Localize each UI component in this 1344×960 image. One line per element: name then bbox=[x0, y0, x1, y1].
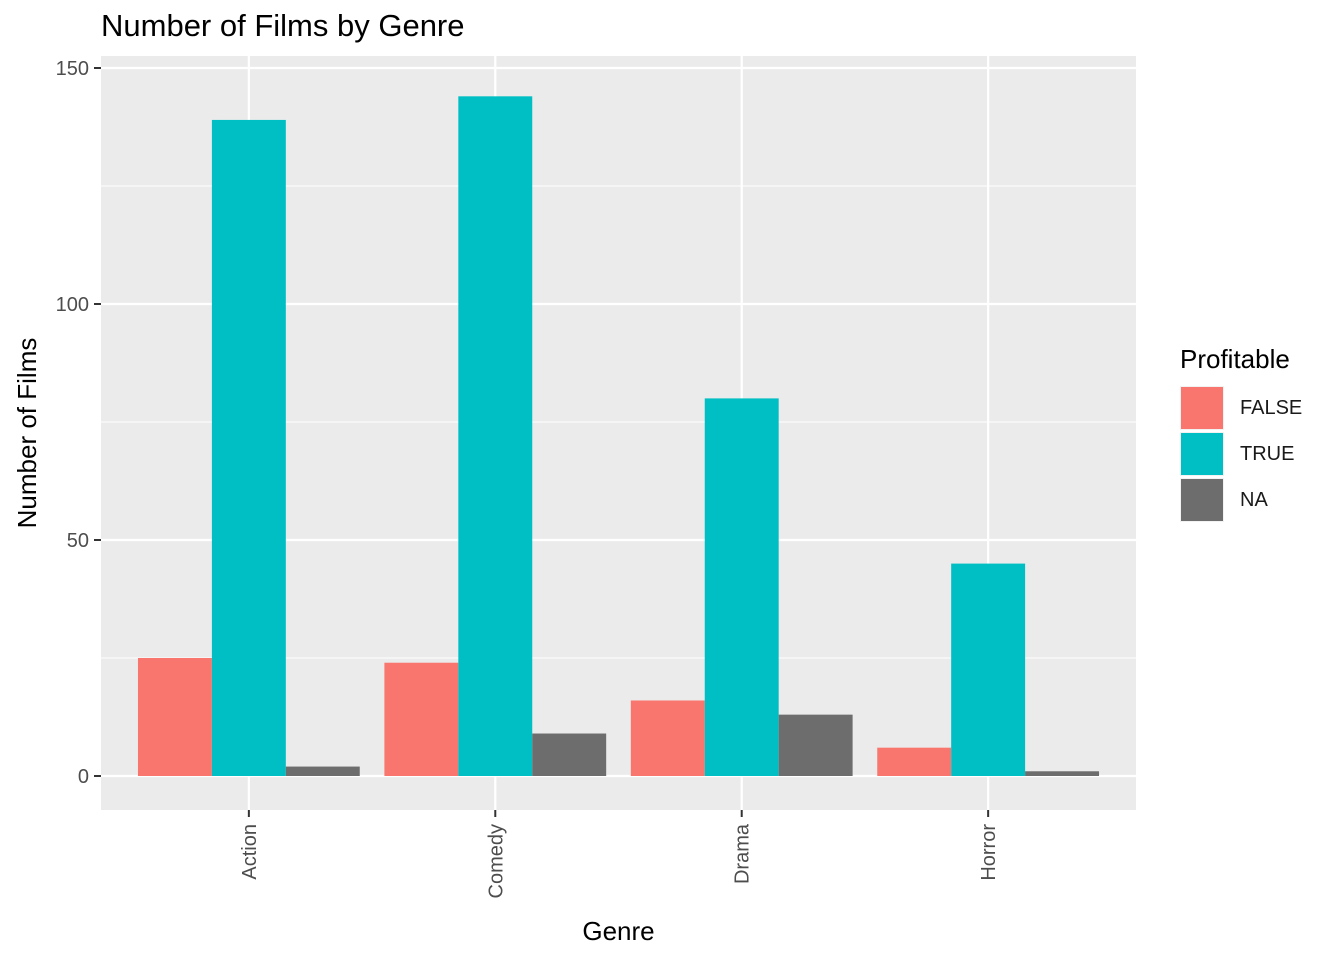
x-tick-label-comedy: Comedy bbox=[485, 824, 507, 898]
bar-comedy-true bbox=[458, 96, 533, 776]
bar-action-false bbox=[137, 658, 212, 776]
bar-horror-na bbox=[1025, 771, 1100, 776]
x-axis-title: Genre bbox=[582, 916, 654, 946]
legend-item-false: FALSE bbox=[1180, 385, 1302, 431]
legend-label-true: TRUE bbox=[1240, 442, 1295, 465]
legend-item-na: NA bbox=[1180, 477, 1302, 523]
legend-item-true: TRUE bbox=[1180, 431, 1302, 477]
bar-horror-false bbox=[877, 747, 952, 776]
y-tick-label: 100 bbox=[56, 294, 89, 316]
legend-swatch-na bbox=[1180, 478, 1224, 522]
x-tick-label-horror: Horror bbox=[978, 824, 1000, 881]
legend-swatch-false bbox=[1180, 386, 1224, 430]
bar-comedy-na bbox=[532, 733, 607, 776]
bar-drama-false bbox=[630, 700, 705, 776]
legend-label-na: NA bbox=[1240, 488, 1268, 511]
chart-title: Number of Films by Genre bbox=[101, 8, 465, 43]
legend-swatch-true bbox=[1180, 432, 1224, 476]
legend-label-false: FALSE bbox=[1240, 396, 1303, 419]
bar-action-true bbox=[211, 119, 286, 777]
bar-comedy-false bbox=[384, 662, 459, 776]
bar-horror-true bbox=[951, 563, 1026, 776]
x-tick-label-action: Action bbox=[239, 824, 261, 880]
y-tick-label: 0 bbox=[78, 766, 89, 788]
y-axis-title: Number of Films bbox=[12, 338, 42, 529]
y-tick-label: 150 bbox=[56, 58, 89, 80]
legend-title: Profitable bbox=[1180, 344, 1290, 374]
bar-action-na bbox=[285, 766, 360, 776]
bar-drama-na bbox=[778, 714, 853, 776]
y-tick-label: 50 bbox=[67, 530, 89, 552]
bar-drama-true bbox=[704, 398, 779, 776]
x-tick-label-drama: Drama bbox=[732, 823, 754, 884]
legend: Profitable FALSE TRUE NA bbox=[1180, 344, 1302, 523]
